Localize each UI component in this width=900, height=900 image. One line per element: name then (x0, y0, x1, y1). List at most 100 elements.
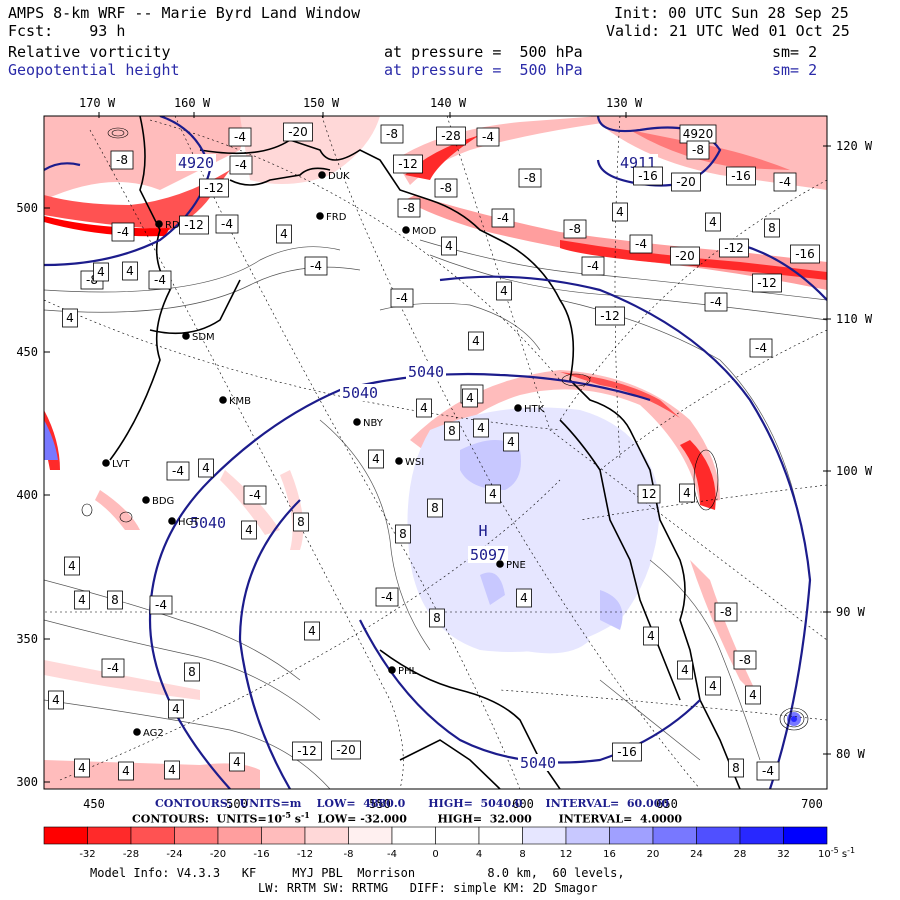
vort-label-box (416, 398, 432, 418)
vort-label-box (516, 588, 532, 608)
vort-contour-label: -8 (739, 653, 751, 667)
field2-smoothing: sm= 2 (772, 61, 818, 79)
vort-label-box (485, 484, 501, 504)
vort-label-box (111, 222, 135, 242)
model-info: Model Info: V4.3.3 KF MYJ PBL Morrison 8… (90, 866, 625, 880)
vort-label-box (62, 308, 78, 328)
vort-contour-label: 8 (111, 593, 119, 607)
vort-label-box (441, 236, 457, 256)
colorbar-tick-label: -12 (297, 849, 313, 860)
vort-contour-label: 4 (681, 663, 689, 677)
station-label: AG2 (143, 728, 164, 739)
station-dot (388, 666, 396, 674)
vort-label-box (74, 758, 90, 778)
vort-label-box (101, 658, 125, 678)
vort-contour-label: 4 (122, 764, 130, 778)
station-dot (316, 212, 324, 220)
vort-contour-label: 4 (709, 679, 717, 693)
vort-label-box (48, 690, 64, 710)
vort-label-box (581, 256, 605, 276)
forecast-hour: Fcst: 93 h (8, 22, 126, 40)
field1-name: Relative vorticity (8, 43, 171, 61)
colorbar-bin (348, 826, 393, 845)
vort-contour-label: -20 (676, 175, 696, 189)
vort-contour-label: 4 (97, 265, 105, 279)
vort-contour-label: 8 (297, 515, 305, 529)
map-frame (43, 115, 828, 790)
station-label: NBY (363, 418, 384, 429)
vort-contour-label: -16 (638, 169, 658, 183)
height-label-bg (340, 384, 380, 401)
colorbar-bin (304, 826, 349, 845)
station-label: PNE (506, 560, 526, 571)
station-dot (496, 560, 504, 568)
vort-label-box (462, 388, 478, 408)
vort-contour-label: 8 (768, 221, 776, 235)
station-label: LVT (112, 459, 130, 470)
vort-contour-label: 4 (749, 688, 757, 702)
vort-label-box (670, 246, 700, 266)
colorbar-bin (565, 826, 610, 845)
field2-pressure: at pressure = 500 hPa (384, 61, 583, 79)
colorbar-bin (87, 826, 132, 845)
vort-label-box (633, 166, 663, 186)
vort-contour-label: -4 (107, 661, 119, 675)
vort-label-box (229, 155, 253, 175)
colorbar-bin (739, 826, 784, 845)
vort-label-box (595, 306, 625, 326)
vort-contour-rest: LOW= -32.000 HIGH= 32.000 INTERVAL= 4.00… (309, 812, 683, 826)
colorbar-bin (609, 826, 654, 845)
vort-label-box (745, 685, 761, 705)
vort-label-box (612, 742, 642, 762)
lat-lon-grid (44, 116, 827, 789)
vort-label-box (629, 234, 653, 254)
bottom-x-label: 600 (512, 797, 534, 811)
vort-label-box (293, 512, 309, 532)
colorbar-tick-label: 28 (734, 849, 747, 860)
dense-contours (81, 127, 809, 731)
vort-contour-label: -12 (757, 276, 777, 290)
vort-contour-label: -8 (524, 171, 536, 185)
vort-label-box (229, 752, 245, 772)
vort-label-box (331, 740, 361, 760)
vort-label-box (149, 595, 173, 615)
vort-contour-label: -4 (235, 158, 247, 172)
vort-contour-label: -8 (386, 127, 398, 141)
colorbar-tick-label: -28 (123, 849, 139, 860)
vort-label-box (434, 178, 458, 198)
vort-label-box (677, 660, 693, 680)
vort-label-box (393, 154, 423, 174)
vort-label-box (679, 483, 695, 503)
vort-label-box (491, 208, 515, 228)
vort-contour-label: -4 (635, 237, 647, 251)
vort-label-box (215, 214, 239, 234)
vort-label-box (671, 172, 701, 192)
vort-contour-label: -28 (441, 129, 461, 143)
vort-label-box (714, 602, 738, 622)
vort-label-box (166, 461, 190, 481)
vort-contour-label: -4 (381, 590, 393, 604)
vort-contour-label: 4 (168, 763, 176, 777)
left-y-label: 400 (16, 488, 38, 502)
vort-label-box (752, 273, 782, 293)
colorbar-bin (261, 826, 306, 845)
vort-contour-label: -8 (692, 143, 704, 157)
vort-label-box (773, 172, 797, 192)
vort-label-box (728, 758, 744, 778)
station-label: DUK (328, 171, 350, 182)
colorbar-bin (217, 826, 262, 845)
station-dot (182, 332, 190, 340)
axis-layer: 170 W 160 W 150 W 140 W 130 W 120 W 110 W 100 W… (16, 96, 873, 811)
height-contours (44, 116, 827, 789)
vort-contour-label: -8 (720, 605, 732, 619)
vort-label-box (283, 122, 313, 142)
vort-label-box (719, 238, 749, 258)
vort-contour-label: 4 (308, 624, 316, 638)
vort-contour-label: 4 (445, 239, 453, 253)
colorbar-tick-label: -32 (79, 849, 95, 860)
vort-contour-label: -8 (86, 273, 98, 287)
station-dot (318, 171, 326, 179)
vort-contour-unit: s (290, 812, 301, 826)
vort-contour-label: 4 (420, 401, 428, 415)
station-label: MOD (412, 226, 436, 237)
